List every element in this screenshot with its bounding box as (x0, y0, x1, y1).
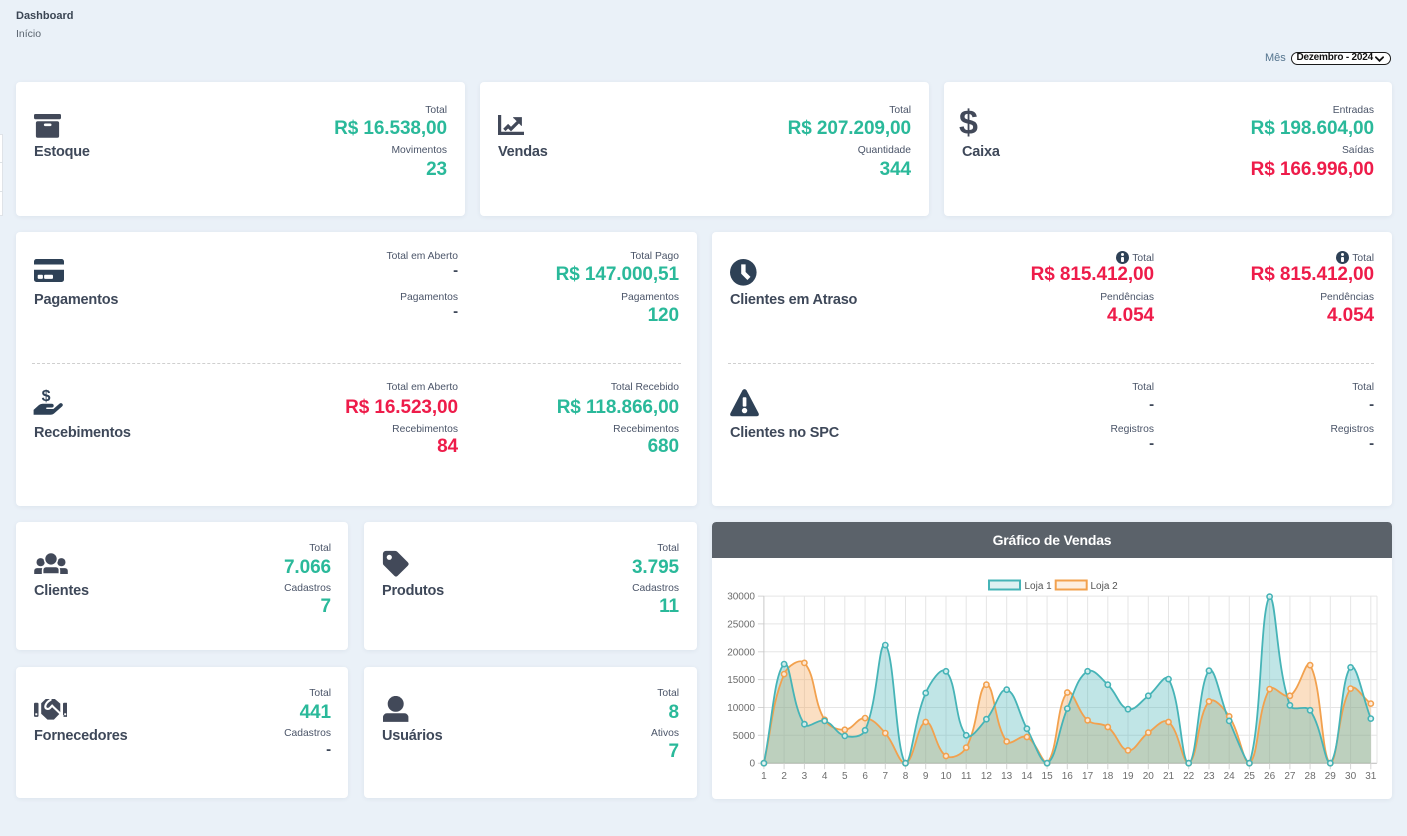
svg-text:4: 4 (822, 771, 828, 782)
svg-text:23: 23 (1203, 771, 1215, 782)
svg-text:31: 31 (1365, 771, 1377, 782)
svg-text:24: 24 (1224, 771, 1236, 782)
svg-text:21: 21 (1163, 771, 1175, 782)
svg-text:3: 3 (802, 771, 808, 782)
svg-text:9: 9 (923, 771, 929, 782)
svg-text:Loja 1: Loja 1 (1025, 581, 1053, 592)
svg-text:1: 1 (761, 771, 767, 782)
svg-text:2: 2 (781, 771, 787, 782)
svg-text:11: 11 (961, 771, 972, 782)
svg-text:20000: 20000 (727, 647, 755, 658)
svg-text:0: 0 (749, 759, 755, 770)
svg-text:30000: 30000 (727, 592, 755, 603)
svg-text:14: 14 (1021, 771, 1033, 782)
svg-text:5000: 5000 (733, 731, 756, 742)
svg-text:7: 7 (883, 771, 889, 782)
svg-text:19: 19 (1122, 771, 1134, 782)
svg-text:15000: 15000 (727, 675, 755, 686)
svg-text:18: 18 (1102, 771, 1114, 782)
svg-text:25: 25 (1244, 771, 1256, 782)
svg-text:12: 12 (981, 771, 993, 782)
svg-text:20: 20 (1143, 771, 1155, 782)
svg-text:22: 22 (1183, 771, 1195, 782)
svg-text:8: 8 (903, 771, 909, 782)
svg-text:13: 13 (1001, 771, 1013, 782)
svg-text:28: 28 (1305, 771, 1317, 782)
svg-text:29: 29 (1325, 771, 1337, 782)
svg-text:16: 16 (1062, 771, 1074, 782)
svg-text:26: 26 (1264, 771, 1276, 782)
svg-text:Loja 2: Loja 2 (1091, 581, 1119, 592)
svg-text:6: 6 (862, 771, 868, 782)
svg-text:25000: 25000 (727, 619, 755, 630)
svg-text:5: 5 (842, 771, 848, 782)
svg-text:10000: 10000 (727, 703, 755, 714)
svg-text:15: 15 (1042, 771, 1054, 782)
svg-text:27: 27 (1284, 771, 1296, 782)
svg-text:30: 30 (1345, 771, 1357, 782)
svg-text:$: $ (42, 388, 51, 405)
svg-text:10: 10 (940, 771, 952, 782)
svg-text:17: 17 (1082, 771, 1094, 782)
